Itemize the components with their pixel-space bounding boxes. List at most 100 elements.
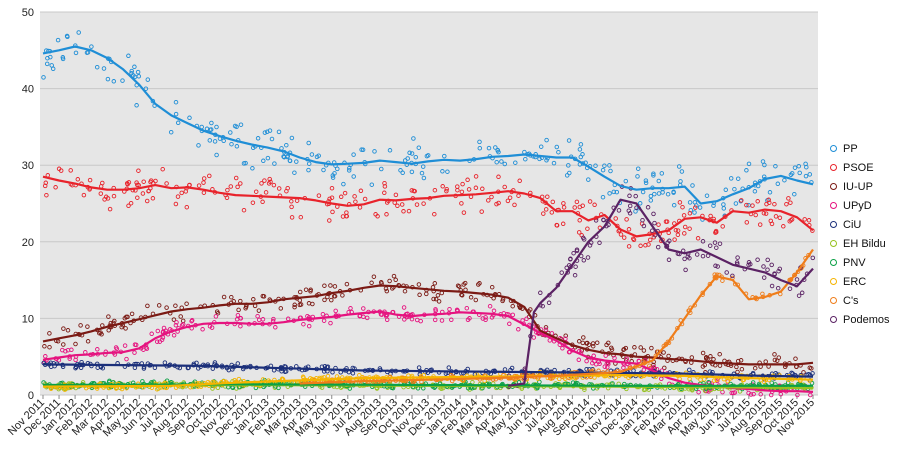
trend-line	[42, 363, 814, 378]
poll-point	[513, 160, 518, 165]
poll-point	[687, 200, 693, 205]
poll-point	[461, 210, 467, 215]
poll-point	[566, 138, 572, 143]
poll-point	[60, 56, 66, 62]
poll-point	[160, 329, 166, 334]
poll-point	[459, 189, 465, 195]
trend-line	[42, 284, 814, 366]
poll-point	[693, 205, 698, 210]
poll-point	[470, 379, 475, 385]
poll-point	[113, 345, 119, 350]
poll-point	[687, 211, 693, 216]
poll-point	[621, 365, 626, 370]
poll-point	[664, 219, 670, 224]
poll-point	[48, 54, 53, 60]
legend-item: PNV	[830, 253, 900, 272]
poll-point	[214, 124, 219, 130]
poll-point	[148, 179, 153, 185]
poll-point	[379, 166, 384, 172]
poll-point	[652, 220, 657, 226]
poll-point	[350, 371, 356, 376]
poll-point	[229, 141, 234, 147]
poll-point	[144, 346, 150, 351]
poll-point	[775, 285, 781, 291]
poll-point	[590, 360, 595, 366]
poll-point	[132, 350, 137, 355]
poll-point	[135, 195, 140, 200]
poll-point	[792, 165, 798, 170]
poll-point	[44, 192, 49, 198]
poll-point	[647, 237, 653, 243]
poll-point	[387, 148, 393, 153]
poll-point	[416, 282, 422, 287]
poll-point	[590, 341, 596, 346]
poll-point	[739, 366, 745, 372]
legend-item: Podemos	[830, 310, 900, 329]
legend-marker	[830, 297, 837, 304]
poll-point	[112, 318, 117, 324]
poll-point	[306, 167, 311, 173]
poll-point	[459, 293, 465, 298]
poll-point	[659, 171, 665, 176]
poll-point	[577, 147, 583, 152]
poll-point	[407, 150, 412, 156]
poll-point	[235, 361, 241, 366]
poll-point	[168, 129, 174, 135]
poll-point	[544, 137, 549, 143]
poll-point	[543, 327, 549, 333]
poll-point	[606, 340, 611, 346]
poll-point	[369, 182, 375, 187]
poll-point	[776, 268, 781, 274]
poll-point	[402, 317, 407, 322]
poll-point	[460, 181, 465, 187]
poll-point	[328, 283, 333, 288]
poll-point	[714, 245, 719, 250]
poll-point	[689, 355, 695, 360]
poll-point	[797, 170, 802, 176]
poll-point	[124, 314, 129, 320]
poll-point	[344, 281, 350, 287]
poll-point	[807, 365, 813, 370]
poll-point	[765, 267, 770, 272]
poll-point	[711, 203, 716, 208]
poll-point	[574, 199, 580, 205]
poll-point	[43, 180, 49, 186]
poll-point	[524, 316, 529, 322]
poll-point	[329, 297, 334, 303]
poll-point	[100, 180, 105, 186]
poll-point	[795, 392, 800, 398]
legend-item: C's	[830, 291, 900, 310]
poll-point	[332, 293, 338, 299]
poll-point	[107, 206, 113, 212]
poll-point	[281, 154, 287, 160]
poll-point	[708, 213, 713, 219]
poll-point	[221, 138, 226, 144]
poll-point	[607, 191, 612, 196]
poll-point	[505, 198, 511, 204]
poll-point	[129, 311, 135, 317]
poll-point	[42, 344, 47, 349]
poll-point	[212, 139, 218, 144]
poll-point	[440, 169, 445, 174]
poll-point	[735, 176, 741, 181]
poll-point	[341, 181, 346, 187]
poll-point	[154, 339, 160, 344]
legend-marker	[830, 145, 837, 152]
poll-point	[808, 392, 813, 398]
poll-point	[459, 201, 464, 206]
poll-point	[584, 366, 589, 372]
poll-point	[398, 168, 403, 173]
poll-point	[788, 172, 794, 178]
poll-point	[788, 200, 793, 205]
poll-point	[101, 66, 107, 71]
poll-point	[94, 64, 100, 70]
y-tick-label: 20	[22, 237, 34, 249]
poll-point	[178, 314, 183, 319]
poll-point	[58, 168, 64, 173]
poll-point	[761, 264, 766, 269]
poll-point	[360, 147, 366, 153]
poll-point	[486, 145, 492, 151]
poll-point	[235, 312, 241, 318]
